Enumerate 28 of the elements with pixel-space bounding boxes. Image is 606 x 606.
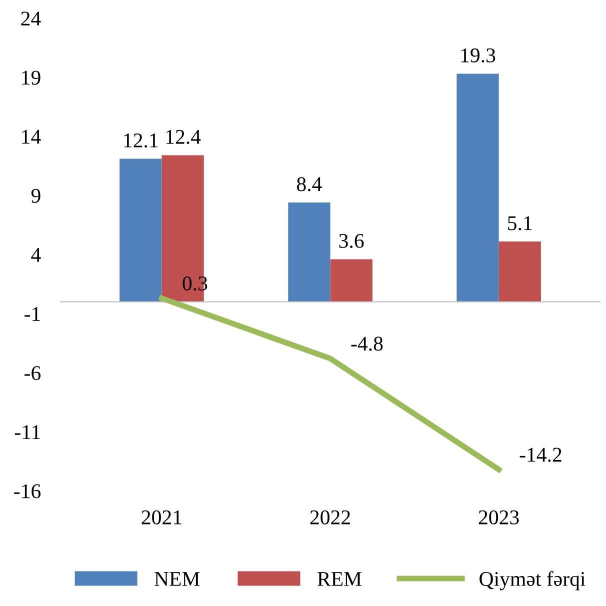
bar [330, 259, 372, 302]
data-label: 5.1 [508, 216, 532, 230]
data-label: 12.1 [124, 133, 158, 148]
y-tick-label: 4 [31, 248, 41, 262]
data-label: -4.8 [351, 336, 383, 351]
x-tick-label: 2022 [310, 510, 350, 524]
bar [498, 242, 541, 302]
x-tick-label: 2023 [478, 510, 519, 524]
data-label: -14.2 [520, 448, 562, 462]
y-tick-label: 19 [22, 70, 40, 85]
data-label: 8.4 [296, 177, 322, 192]
x-tick-label: 2021 [142, 510, 182, 524]
bar [120, 158, 162, 302]
data-label: 19.3 [461, 48, 496, 62]
data-label: 12.4 [166, 130, 201, 144]
y-tick-label: -11 [14, 425, 40, 440]
legend-label: Qiymət fərqi [480, 571, 586, 590]
y-tick-label: -1 [24, 307, 40, 321]
y-tick-label: 9 [31, 188, 40, 203]
bar [456, 74, 499, 302]
bar [288, 202, 330, 302]
data-label: 3.6 [339, 234, 364, 248]
y-tick-label: 14 [22, 130, 41, 144]
y-tick-label: -6 [24, 366, 41, 380]
legend-label: REM [318, 572, 362, 586]
legend-label: NEM [154, 572, 200, 586]
y-tick-label: 24 [21, 12, 41, 26]
y-tick-label: -16 [14, 484, 41, 498]
